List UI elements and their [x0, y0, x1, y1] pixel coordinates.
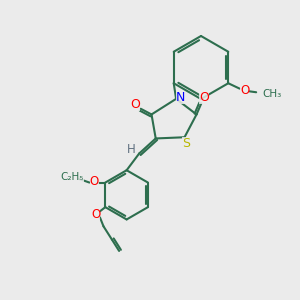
Text: O: O	[200, 91, 209, 103]
Text: O: O	[130, 98, 140, 111]
Text: C₂H₅: C₂H₅	[60, 172, 84, 182]
Text: O: O	[240, 84, 249, 97]
Text: CH₃: CH₃	[263, 89, 282, 99]
Text: S: S	[182, 137, 190, 150]
Text: O: O	[91, 208, 100, 221]
Text: H: H	[126, 143, 135, 156]
Text: O: O	[90, 176, 99, 188]
Text: N: N	[176, 91, 185, 104]
